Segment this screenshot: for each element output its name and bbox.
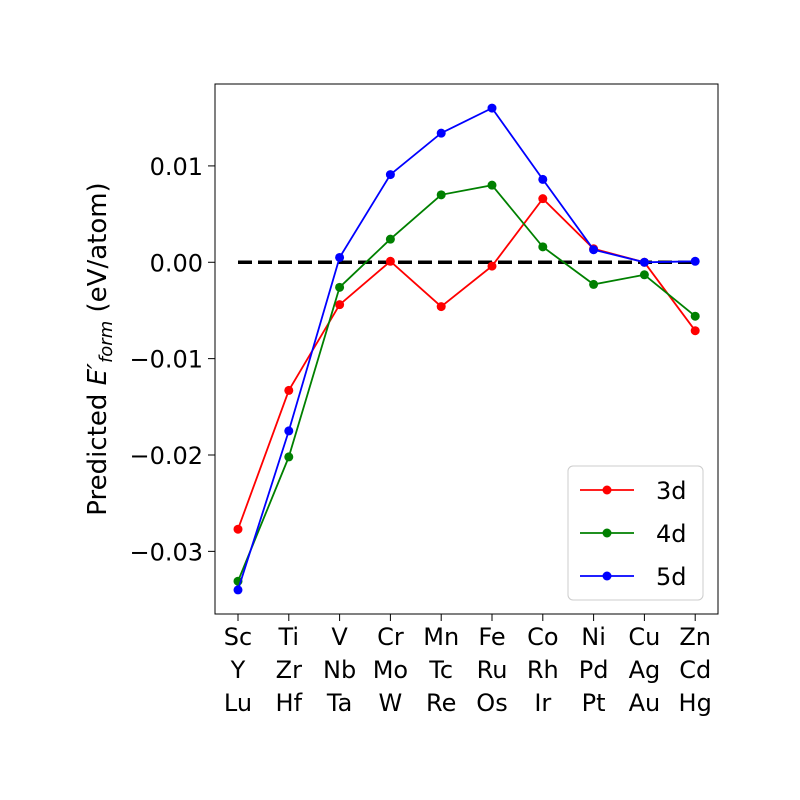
data-point-3d-4 [436,302,446,312]
legend-marker-4d [602,528,612,538]
x-tick-label: Ir [534,689,551,717]
x-tick-label: Co [527,623,558,651]
x-tick-label: Nb [323,656,356,684]
plot-area [214,83,719,615]
data-point-5d-0 [233,585,243,595]
legend-label-4d: 4d [656,520,687,548]
x-tick-label: Ru [477,656,508,684]
data-point-5d-9 [690,256,700,266]
x-tick-label: Sc [224,623,252,651]
data-point-4d-3 [385,234,395,244]
legend: 3d 4d 5d [567,465,704,601]
y-axis-label-prefix: Predicted [83,385,113,515]
y-axis-label-subscript: form [96,321,117,363]
data-point-4d-2 [335,282,345,292]
series-line-5d [237,106,696,591]
x-tick-label: V [331,623,348,651]
y-axis-label: Predicted E′form (eV/atom) [83,182,117,515]
data-point-5d-2 [335,252,345,262]
x-tick-label: Cu [628,623,660,651]
y-tick-label: −0.03 [129,538,203,566]
x-tick-label: Cd [679,656,711,684]
x-tick-label: Zn [679,623,711,651]
x-tick-label: Ag [629,656,661,684]
data-point-5d-6 [538,174,548,184]
x-tick-label: Pd [579,656,609,684]
x-tick-label: Fe [478,623,505,651]
data-point-3d-9 [690,326,700,336]
y-tick-label: 0.00 [150,249,203,277]
data-point-5d-7 [589,245,599,255]
x-tick-label: Ni [581,623,606,651]
y-tick-label: 0.01 [150,153,203,181]
x-tick-label: Ta [326,689,352,717]
x-tick-label: Mo [373,656,408,684]
data-point-5d-3 [385,170,395,180]
y-tick-label: −0.01 [129,346,203,374]
x-tick-label: Tc [428,656,453,684]
data-point-4d-7 [589,279,599,289]
x-tick-label: Re [426,689,456,717]
x-tick-label: Hf [276,689,303,717]
x-tick-label: W [379,689,403,717]
x-tick-label: Zr [276,656,302,684]
x-tick-label: Ti [278,623,300,651]
series-line-4d [237,184,696,582]
x-tick-label: Os [476,689,507,717]
data-point-3d-2 [335,300,345,310]
x-tick-label: Pt [582,689,606,717]
legend-label-5d: 5d [656,563,687,591]
legend-marker-3d [602,485,612,495]
data-point-3d-1 [284,385,294,395]
x-tick-label: Au [629,689,661,717]
x-tick-label: Cr [377,623,404,651]
data-point-5d-4 [436,128,446,138]
data-point-3d-5 [487,261,497,271]
legend-label-3d: 3d [656,477,687,505]
data-point-4d-9 [690,311,700,321]
data-point-4d-5 [487,180,497,190]
data-point-4d-8 [639,270,649,280]
y-axis-label-suffix: (eV/atom) [83,182,113,320]
data-point-3d-0 [233,524,243,534]
data-point-5d-1 [284,426,294,436]
y-axis-label-symbol: E′ [83,363,113,385]
x-tick-label: Y [230,656,246,684]
data-point-5d-8 [639,257,649,267]
y-tick-label: −0.02 [129,442,203,470]
data-point-5d-5 [487,103,497,113]
data-point-3d-3 [385,256,395,266]
x-tick-label: Hg [679,689,712,717]
x-tick-label: Lu [224,689,252,717]
x-tick-label: Mn [423,623,459,651]
legend-box [567,465,704,601]
data-point-4d-1 [284,452,294,462]
data-point-4d-4 [436,190,446,200]
data-point-3d-6 [538,194,548,204]
x-tick-label: Rh [527,656,559,684]
legend-marker-5d [602,571,612,581]
data-point-4d-6 [538,242,548,252]
